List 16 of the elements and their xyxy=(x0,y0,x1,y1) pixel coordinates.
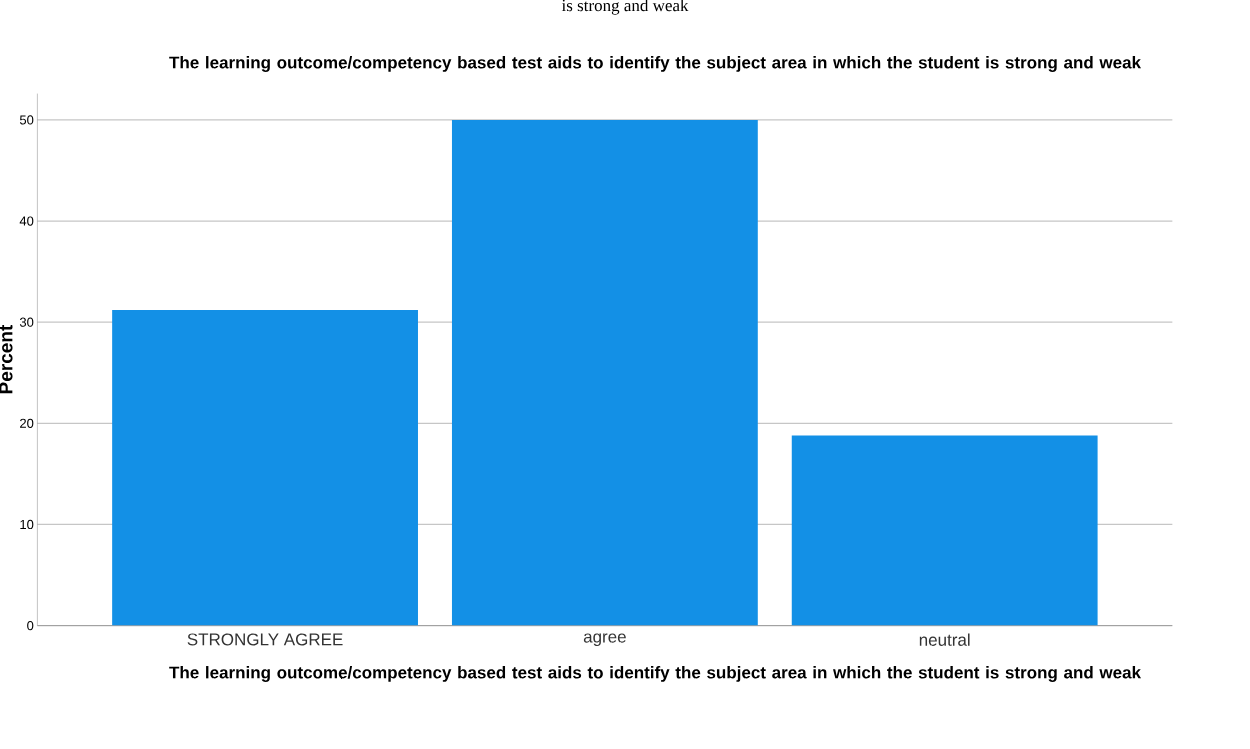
y-axis-title: Percent xyxy=(0,324,13,394)
bar xyxy=(112,310,418,626)
y-tick-label: 0 xyxy=(27,620,34,631)
y-tick-label: 40 xyxy=(19,216,34,226)
text: is strong and weak xyxy=(561,0,689,15)
y-tick-label: 20 xyxy=(20,418,34,428)
bar xyxy=(451,119,758,626)
x-tick-label: agree xyxy=(583,633,626,647)
y-tick-label: 10 xyxy=(20,519,34,530)
x-tick-label: STRONGLY AGREE xyxy=(187,633,343,646)
y-tick-label: 50 xyxy=(19,115,34,125)
chart-title: The learning outcome/competency based test aids to identify the subject area in which the student is strong and weak xyxy=(169,56,1142,72)
y-tick-label: 30 xyxy=(19,317,34,327)
bar xyxy=(791,435,1098,626)
x-tick-label: neutral xyxy=(919,633,970,646)
x-axis-title: The learning outcome/competency based test aids to identify the subject area in which the student is strong and weak xyxy=(169,666,1142,682)
